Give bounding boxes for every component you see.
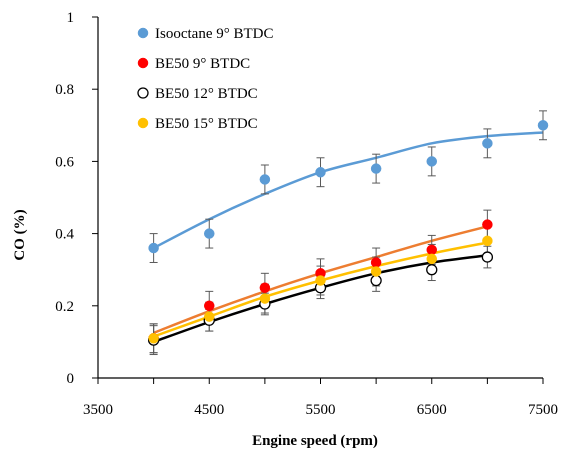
- data-point-series-2: [426, 264, 438, 276]
- data-point-series-1: [259, 282, 271, 293]
- data-points: [147, 120, 549, 346]
- data-point-series-0: [148, 242, 159, 254]
- axes: 0 0.2 0.4 0.6 0.8 1 3500 4500 5500 6500 7500: [55, 10, 558, 418]
- y-tick-label: 0.6: [55, 154, 74, 170]
- legend-marker-series-2: [137, 87, 149, 99]
- y-tick-label: 0.8: [55, 82, 74, 98]
- x-tick-label: 4500: [194, 402, 224, 418]
- data-point-series-3: [482, 235, 493, 247]
- x-tick-label: 7500: [528, 402, 558, 418]
- y-tick-label: 0.2: [55, 299, 74, 315]
- legend: Isooctane 9° BTDC BE50 9° BTDC BE50 12° BT…: [137, 26, 273, 132]
- y-tick-label: 0.4: [55, 227, 74, 243]
- legend-label-series-0: Isooctane 9° BTDC: [155, 26, 273, 42]
- legend-label-series-3: BE50 15° BTDC: [155, 116, 258, 132]
- legend-label-series-2: BE50 12° BTDC: [155, 86, 258, 102]
- legend-marker-series-1: [137, 57, 149, 69]
- data-point-series-1: [426, 244, 437, 256]
- legend-marker-series-0: [137, 27, 149, 39]
- data-point-series-0: [259, 174, 271, 185]
- data-point-series-3: [259, 293, 271, 304]
- legend-label-series-1: BE50 9° BTDC: [155, 56, 250, 72]
- data-point-series-3: [426, 253, 437, 265]
- data-point-series-1: [482, 219, 493, 230]
- data-point-series-1: [370, 257, 382, 268]
- data-point-series-3: [148, 333, 159, 344]
- x-axis-title: Engine speed (rpm): [252, 433, 378, 449]
- data-point-series-3: [204, 311, 215, 322]
- y-tick-label: 1: [67, 10, 75, 26]
- x-tick-label: 3500: [83, 402, 113, 418]
- data-point-series-3: [370, 266, 382, 277]
- y-tick-label: 0: [67, 371, 75, 387]
- data-point-series-2: [481, 251, 494, 263]
- x-tick-label: 6500: [417, 402, 447, 418]
- data-point-series-3: [315, 275, 326, 286]
- y-axis-title: CO (%): [12, 209, 28, 260]
- data-point-series-0: [537, 120, 549, 131]
- data-point-series-0: [315, 166, 326, 178]
- data-point-series-1: [204, 300, 215, 312]
- data-point-series-0: [370, 163, 382, 174]
- data-point-series-0: [426, 156, 437, 167]
- data-point-series-2: [370, 274, 382, 287]
- x-tick-label: 5500: [306, 402, 336, 418]
- data-point-series-0: [482, 138, 493, 149]
- data-point-series-0: [204, 228, 215, 239]
- trend-line-series-0: [153, 131, 544, 250]
- legend-marker-series-3: [137, 117, 149, 129]
